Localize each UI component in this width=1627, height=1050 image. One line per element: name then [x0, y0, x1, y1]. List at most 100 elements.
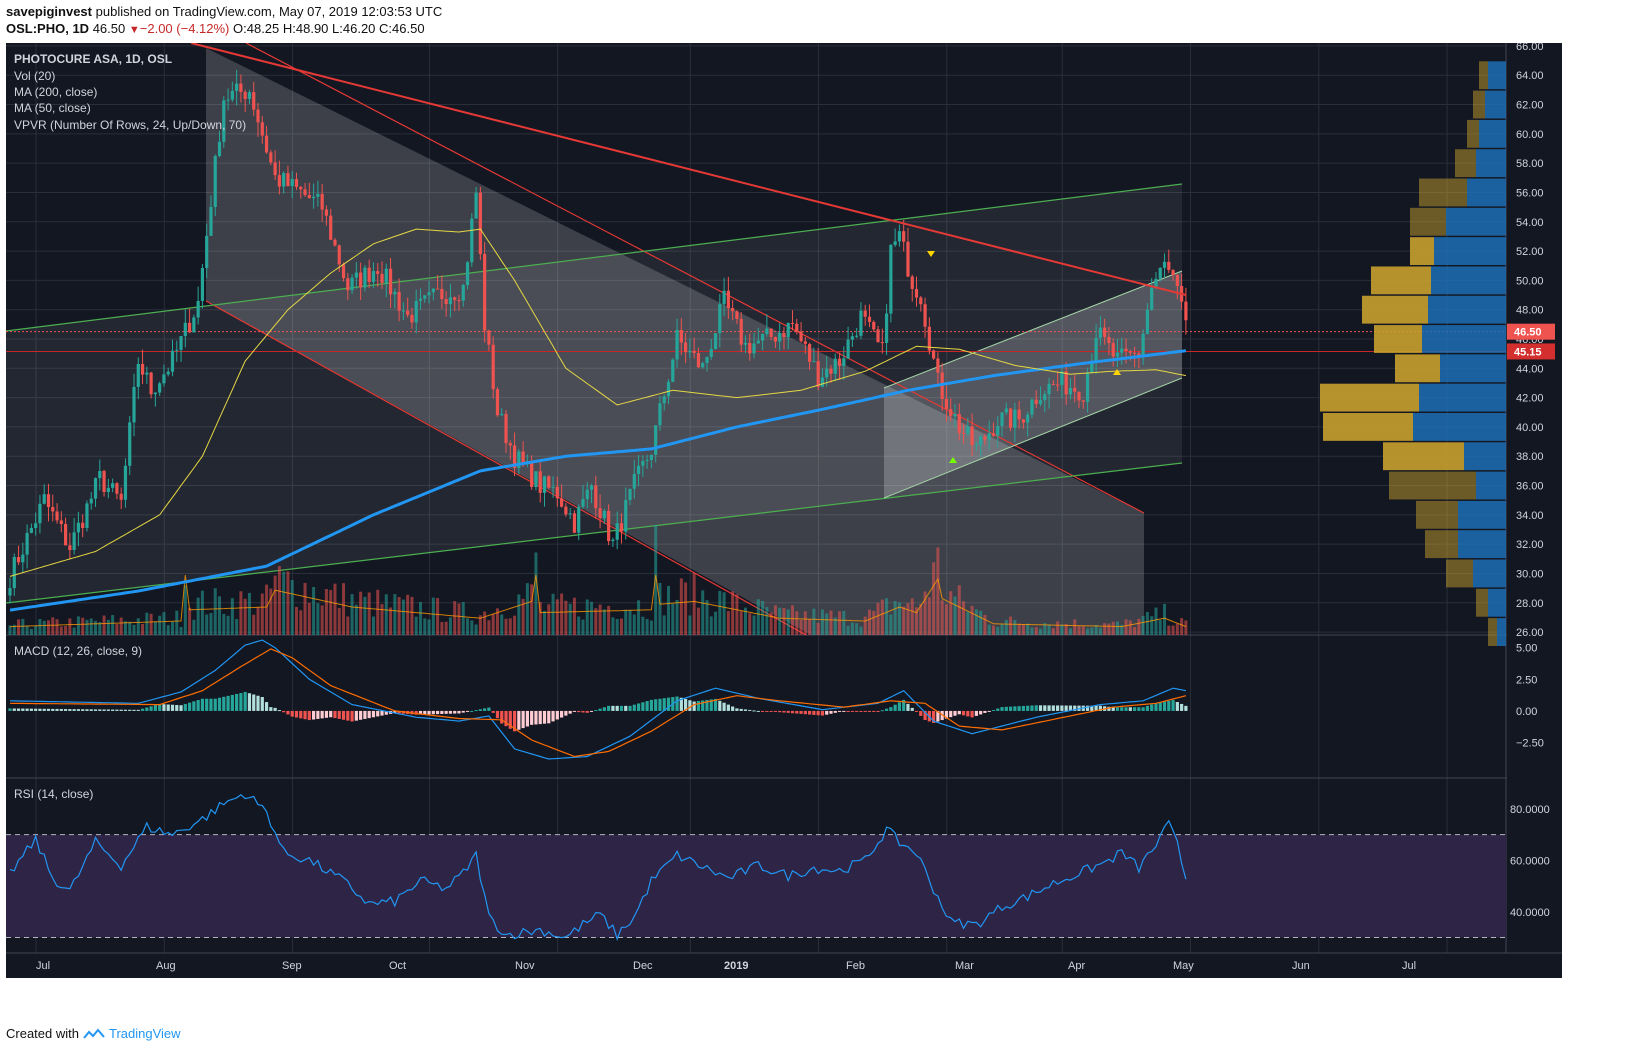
macd-histogram-bar — [397, 710, 401, 714]
volume-bar — [42, 620, 46, 635]
macd-histogram-bar — [1073, 705, 1077, 711]
macd-histogram-bar — [119, 709, 123, 711]
candle-body — [581, 499, 585, 507]
macd-histogram-bar — [581, 710, 585, 713]
volume-bar — [872, 610, 876, 635]
rsi-band — [6, 834, 1506, 938]
macd-histogram-bar — [615, 705, 619, 711]
macd-histogram-bar — [987, 710, 991, 712]
candle-body — [705, 356, 709, 364]
candle-body — [641, 461, 645, 466]
candle-body — [414, 300, 418, 323]
volume-bar — [577, 616, 581, 635]
volume-bar — [1150, 616, 1154, 635]
candle-body — [354, 272, 358, 278]
drawing-tools[interactable] — [6, 43, 1506, 636]
candle-body — [872, 321, 876, 330]
macd-histogram-bar — [752, 710, 756, 712]
candle-body — [1111, 343, 1115, 357]
volume-bar — [466, 618, 470, 635]
candle-body — [778, 332, 782, 342]
candle-body — [1171, 269, 1175, 276]
macd-histogram-bar — [303, 710, 307, 720]
candle-body — [205, 235, 209, 268]
stock-chart[interactable]: 66.00 64.00 62.00 60.00 58.00 56.00 54.00 52.00… — [6, 43, 1562, 978]
candle-body — [572, 513, 577, 533]
volume-bar — [696, 607, 700, 635]
macd-histogram-bar — [825, 710, 829, 715]
legend-ma200: MA (200, close) — [14, 85, 97, 99]
volume-bar — [243, 598, 247, 635]
volume-bar — [431, 597, 435, 635]
volume-bar — [487, 620, 491, 635]
price-tick-label: 26.00 — [1516, 627, 1544, 639]
volume-bar — [384, 594, 388, 635]
rsi-tick-label: 40.0000 — [1510, 907, 1550, 919]
candle-body — [170, 350, 175, 372]
volume-bar — [769, 612, 773, 635]
macd-histogram-bar — [846, 710, 850, 712]
volume-bar — [1030, 627, 1034, 635]
macd-histogram-bar — [684, 699, 688, 711]
price-tick-label: 38.00 — [1516, 451, 1544, 463]
macd-histogram-bar — [1145, 705, 1150, 711]
volume-bar — [1120, 624, 1124, 635]
time-axis[interactable]: Jul Aug Sep Oct Nov Dec 2019 Feb Mar Apr May Jun Jul — [6, 952, 1562, 972]
volume-bar — [1128, 620, 1132, 635]
volume-bar — [354, 604, 358, 635]
candle-body — [474, 192, 478, 219]
publisher-name[interactable]: savepiginvest — [6, 4, 92, 19]
volume-bar — [363, 596, 367, 635]
candle-body — [46, 494, 51, 507]
volume-bar — [867, 609, 871, 635]
vpvr-down-bar — [1428, 295, 1506, 324]
macd-histogram-bar — [722, 702, 726, 711]
candle-body — [671, 359, 675, 382]
candle-body — [8, 588, 12, 596]
volume-bar — [256, 607, 260, 635]
volume-bar — [906, 603, 910, 635]
candle-body — [350, 277, 354, 291]
candle-body — [260, 122, 264, 136]
macd-histogram-bar — [778, 710, 782, 713]
volume-bar — [410, 596, 414, 635]
trend-lines[interactable] — [190, 43, 1187, 463]
candle-body — [897, 231, 902, 242]
macd-histogram-bar — [316, 710, 320, 719]
macd-histogram-bar — [1171, 700, 1175, 711]
macd-histogram-bar — [230, 694, 234, 711]
candle-body — [1000, 412, 1004, 426]
volume-bar — [461, 602, 465, 635]
volume-bar — [179, 626, 183, 635]
volume-bar — [504, 618, 508, 635]
volume-bar — [808, 619, 812, 635]
candle-body — [187, 322, 192, 333]
tradingview-brand[interactable]: TradingView — [108, 1026, 181, 1041]
macd-histogram-bar — [1107, 706, 1111, 711]
macd-histogram-bar — [123, 709, 128, 711]
volume-bar — [936, 547, 940, 635]
candle-body — [808, 343, 812, 362]
volume-bar — [816, 622, 820, 635]
macd-histogram-bar — [679, 697, 683, 711]
volume-bar — [307, 602, 311, 635]
ref-price-badge — [1507, 343, 1555, 360]
candle-body — [684, 342, 688, 353]
volume-bar — [530, 584, 534, 635]
vpvr-up-bar — [1425, 530, 1458, 559]
candle-body — [256, 109, 260, 123]
time-tick-label: Jul — [36, 960, 50, 972]
candle-body — [833, 358, 837, 374]
volume-bar — [59, 626, 63, 635]
candle-body — [179, 336, 183, 350]
vpvr-down-bar — [1485, 90, 1506, 119]
macd-histogram-bar — [880, 710, 884, 712]
candle-body — [217, 141, 222, 157]
price-axis[interactable]: 66.00 64.00 62.00 60.00 58.00 56.00 54.00 52.00… — [1507, 43, 1562, 953]
legend-vpvr: VPVR (Number Of Rows, 24, Up/Down, 70) — [14, 118, 246, 132]
vpvr-down-bar — [1458, 530, 1506, 559]
macd-histogram-bar — [525, 710, 529, 727]
macd-histogram-bar — [666, 697, 671, 711]
macd-histogram-bar — [277, 710, 281, 712]
macd-histogram-bar — [483, 708, 487, 711]
